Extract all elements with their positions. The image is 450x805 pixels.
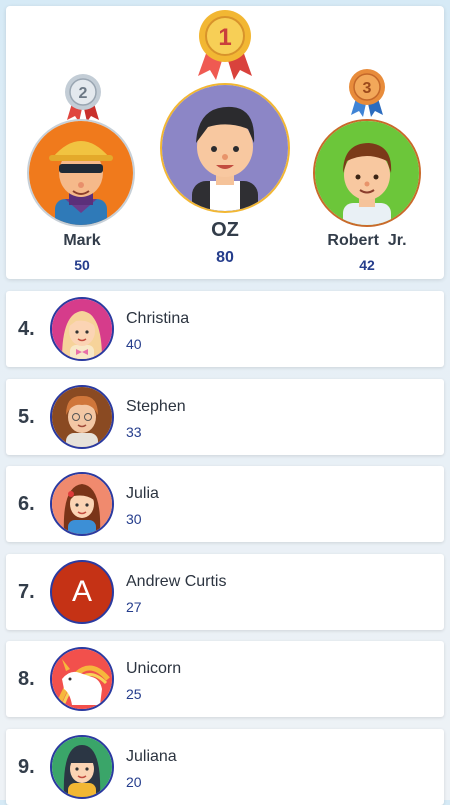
- avatar: [50, 297, 114, 361]
- podium-first-score: 80: [216, 249, 234, 266]
- player-score: 25: [126, 686, 142, 702]
- bronze-medal-number: 3: [363, 80, 372, 97]
- christina-avatar-icon: [52, 299, 112, 359]
- gold-medal-number: 1: [218, 24, 231, 51]
- rank-number: 4.: [18, 318, 35, 340]
- list-item[interactable]: 5. Stephen 33: [6, 379, 444, 455]
- player-name: Juliana: [126, 748, 177, 765]
- silver-medal-icon: 2: [65, 74, 101, 122]
- player-score: 27: [126, 599, 142, 615]
- avatar: [50, 385, 114, 449]
- stephen-avatar-icon: [52, 387, 112, 447]
- silver-medal-number: 2: [79, 85, 88, 102]
- podium-card: 2 Mark 50 1: [6, 6, 444, 279]
- juliana-avatar-icon: [52, 737, 112, 797]
- avatar-robert-jr[interactable]: [313, 119, 421, 227]
- bronze-medal-icon: 3: [349, 69, 385, 117]
- oz-avatar-icon: [162, 85, 288, 211]
- unicorn-avatar-icon: [52, 649, 112, 709]
- podium-second-score: 50: [74, 257, 90, 273]
- avatar-initial: A: [71, 575, 92, 608]
- podium-first-name: OZ: [211, 219, 239, 241]
- rank-number: 5.: [18, 406, 35, 428]
- avatar: A: [50, 560, 114, 624]
- player-name: Stephen: [126, 398, 186, 415]
- list-item[interactable]: 4. Christina 40: [6, 291, 444, 367]
- player-score: 30: [126, 511, 142, 527]
- player-name: Unicorn: [126, 660, 182, 677]
- julia-avatar-icon: [52, 474, 112, 534]
- player-score: 40: [126, 336, 142, 352]
- player-name: Julia: [126, 485, 159, 502]
- mark-avatar-icon: [29, 121, 133, 225]
- rank-number: 8.: [18, 668, 35, 690]
- player-name: Andrew Curtis: [126, 573, 227, 590]
- list-item[interactable]: 8. Unicorn 25: [6, 641, 444, 717]
- avatar: [50, 735, 114, 799]
- list-item[interactable]: 9. Juliana 20: [6, 729, 444, 805]
- player-name: Christina: [126, 310, 190, 327]
- podium-third-score: 42: [359, 257, 375, 273]
- rank-number: 6.: [18, 493, 35, 515]
- avatar-oz[interactable]: [160, 83, 290, 213]
- avatar-mark[interactable]: [27, 119, 135, 227]
- rank-number: 9.: [18, 756, 35, 778]
- list-item[interactable]: 6. Julia 30: [6, 466, 444, 542]
- gold-medal-icon: 1: [198, 10, 252, 80]
- avatar: [50, 472, 114, 536]
- rank-number: 7.: [18, 581, 35, 603]
- podium-second-name: Mark: [63, 232, 101, 249]
- player-score: 20: [126, 774, 142, 790]
- player-score: 33: [126, 424, 142, 440]
- podium-third-name: Robert Jr.: [327, 232, 407, 249]
- avatar: [50, 647, 114, 711]
- list-item[interactable]: 7. A Andrew Curtis 27: [6, 554, 444, 630]
- robert-avatar-icon: [315, 121, 419, 225]
